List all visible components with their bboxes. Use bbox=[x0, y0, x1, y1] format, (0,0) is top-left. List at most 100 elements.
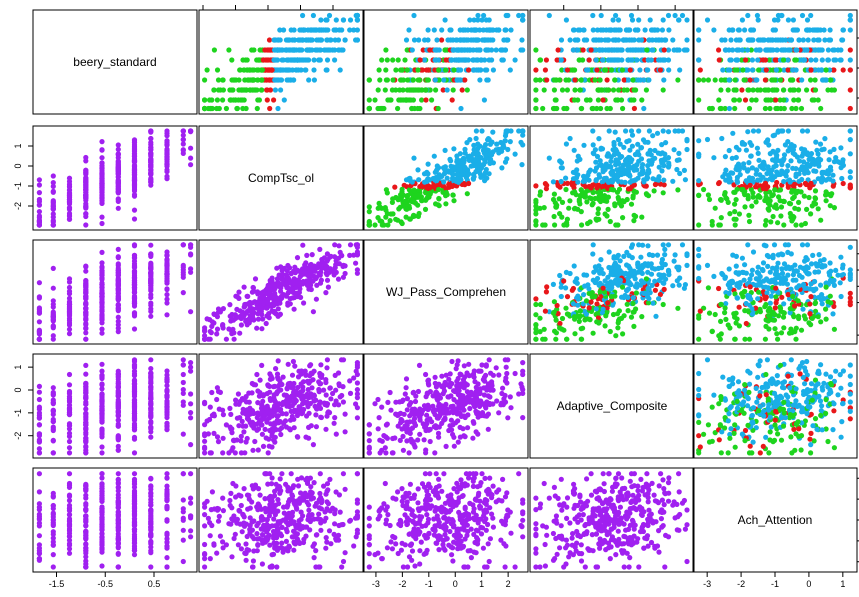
data-point bbox=[229, 57, 235, 63]
data-point bbox=[733, 263, 739, 269]
panel-frame bbox=[363, 9, 529, 115]
data-point bbox=[295, 37, 302, 43]
data-point bbox=[812, 77, 818, 83]
data-point bbox=[732, 201, 738, 207]
data-point bbox=[831, 205, 838, 211]
data-point bbox=[596, 320, 602, 326]
data-point bbox=[505, 12, 511, 19]
data-point bbox=[652, 147, 658, 154]
data-point bbox=[131, 178, 138, 184]
data-point bbox=[50, 333, 56, 339]
data-point bbox=[637, 171, 644, 177]
data-point bbox=[533, 222, 539, 228]
data-point bbox=[274, 47, 280, 53]
data-point bbox=[379, 205, 385, 211]
data-point bbox=[732, 97, 738, 103]
data-point bbox=[300, 12, 306, 19]
data-point bbox=[499, 57, 505, 63]
data-point bbox=[590, 242, 596, 248]
data-point bbox=[300, 27, 306, 33]
data-point bbox=[821, 169, 827, 175]
data-point bbox=[550, 196, 557, 203]
data-point bbox=[639, 314, 645, 320]
data-point bbox=[736, 97, 743, 103]
data-point bbox=[618, 315, 625, 321]
data-point bbox=[650, 176, 656, 182]
data-point bbox=[148, 252, 154, 258]
data-point bbox=[484, 77, 490, 83]
data-point bbox=[838, 145, 844, 151]
data-point bbox=[753, 97, 759, 103]
data-point bbox=[785, 57, 791, 63]
data-point bbox=[750, 190, 756, 196]
data-point bbox=[559, 199, 566, 205]
data-point bbox=[607, 328, 613, 335]
data-point bbox=[785, 249, 791, 255]
data-point bbox=[115, 179, 121, 185]
data-point bbox=[718, 196, 724, 203]
data-point bbox=[580, 47, 586, 53]
panel-frame bbox=[363, 125, 529, 231]
data-point bbox=[831, 146, 837, 152]
data-point bbox=[716, 97, 722, 103]
data-point bbox=[777, 97, 783, 103]
data-point bbox=[574, 280, 580, 286]
data-point bbox=[608, 158, 614, 164]
data-point bbox=[755, 57, 761, 63]
data-point bbox=[652, 287, 659, 293]
data-point bbox=[742, 77, 748, 83]
data-point bbox=[347, 252, 353, 258]
data-point bbox=[99, 306, 105, 312]
data-point bbox=[800, 167, 806, 173]
data-point bbox=[663, 140, 669, 146]
data-point bbox=[628, 128, 635, 134]
data-point bbox=[808, 77, 814, 83]
data-point bbox=[741, 289, 747, 295]
data-point bbox=[239, 97, 245, 103]
panel-frame bbox=[198, 9, 364, 115]
data-point bbox=[815, 206, 821, 212]
data-point bbox=[445, 168, 451, 174]
data-point bbox=[66, 301, 73, 307]
data-point bbox=[66, 193, 73, 199]
data-point bbox=[706, 196, 713, 203]
data-point bbox=[377, 105, 383, 112]
data-point bbox=[847, 128, 853, 134]
data-point bbox=[734, 67, 740, 73]
data-point bbox=[381, 222, 387, 228]
data-point bbox=[533, 211, 539, 217]
data-point bbox=[635, 27, 641, 33]
data-point bbox=[366, 204, 372, 210]
data-point bbox=[131, 139, 138, 146]
data-point bbox=[593, 57, 599, 63]
data-point bbox=[336, 27, 342, 33]
data-point bbox=[564, 67, 571, 73]
data-point bbox=[238, 322, 244, 328]
data-point bbox=[767, 198, 773, 204]
data-point bbox=[747, 182, 753, 188]
data-point bbox=[780, 128, 786, 134]
data-point bbox=[831, 57, 837, 63]
data-point bbox=[574, 158, 580, 164]
data-point bbox=[632, 270, 639, 276]
data-point bbox=[615, 174, 621, 180]
data-point bbox=[633, 189, 640, 195]
data-point bbox=[559, 67, 565, 73]
data-point bbox=[749, 57, 756, 63]
data-point bbox=[266, 47, 272, 53]
data-point bbox=[501, 144, 507, 150]
data-point bbox=[464, 140, 470, 146]
data-point bbox=[712, 311, 718, 318]
data-point bbox=[294, 255, 301, 261]
data-point bbox=[148, 283, 154, 289]
data-point bbox=[617, 141, 623, 147]
data-point bbox=[99, 180, 105, 186]
data-point bbox=[675, 77, 681, 83]
data-point bbox=[811, 37, 817, 43]
data-point bbox=[401, 182, 407, 188]
data-point bbox=[582, 283, 588, 289]
data-point bbox=[586, 57, 592, 63]
data-point bbox=[300, 242, 306, 248]
data-point bbox=[304, 57, 310, 63]
data-point bbox=[258, 87, 264, 93]
